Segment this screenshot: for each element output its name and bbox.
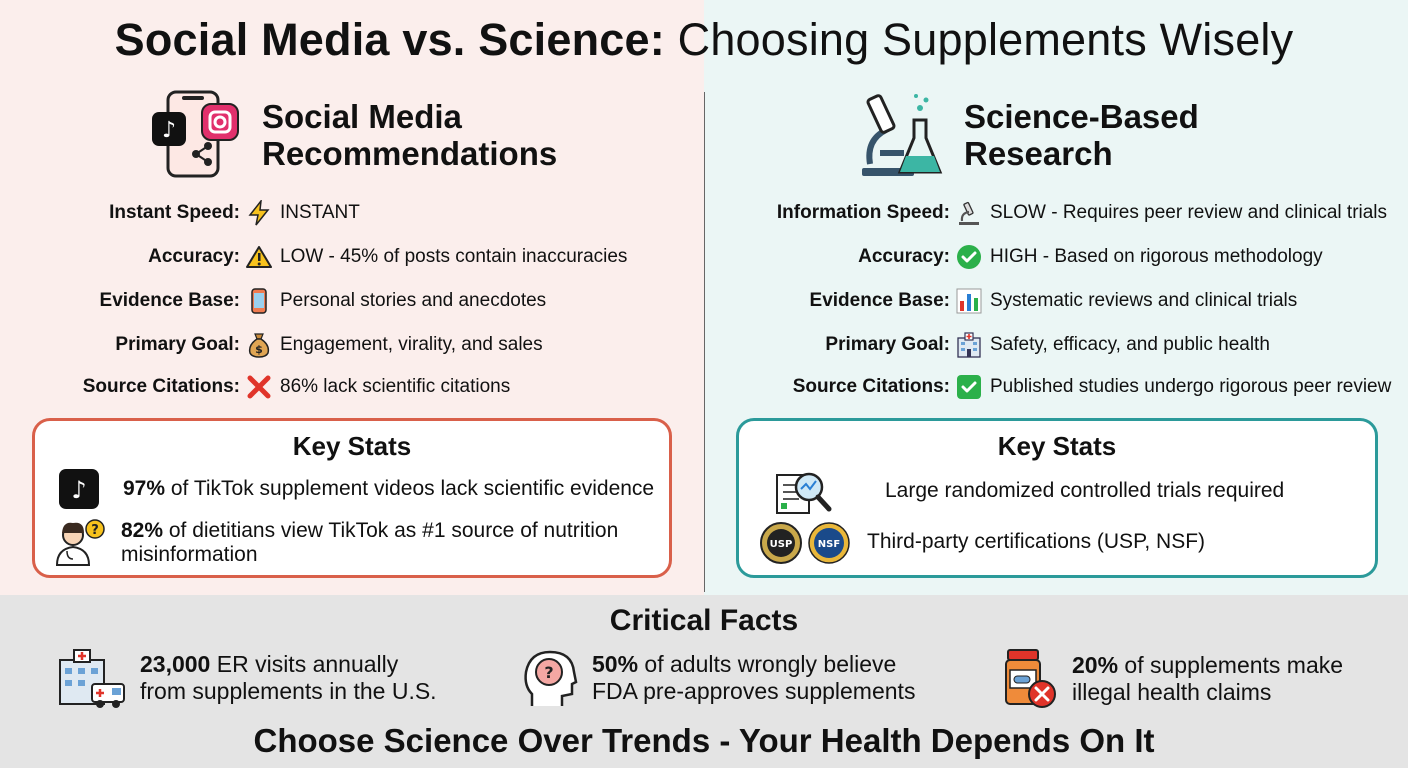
fact-fda-belief: ? 50% of adults wrongly believe FDA pre-a… [522,648,915,708]
left-row-evidence: Evidence Base: Personal stories and anec… [0,286,546,316]
right-row-goal: Primary Goal: Safety, efficacy, and publ… [700,330,1270,360]
fact-er-visits: 23,000 ER visits annually from supplement… [56,648,437,708]
center-divider [704,92,705,592]
red-x-icon [246,374,272,400]
document-magnifier-icon [776,472,832,514]
left-row-speed: Instant Speed: INSTANT [0,198,360,228]
right-row-evidence: Evidence Base: Systematic reviews and cl… [700,286,1297,316]
right-heading-text: Science-Based Research [964,98,1199,172]
microscope-icon [956,200,982,226]
money-bag-icon: $ [246,332,272,358]
left-stat-dietitians: ? 82% of dietitians view TikTok as #1 so… [53,519,653,567]
lightning-icon [246,200,272,226]
fact-illegal-claims: 20% of supplements make illegal health cl… [1002,648,1343,710]
critical-facts-title: Critical Facts [609,604,799,637]
warning-icon [246,244,272,270]
bottom-panel-background [0,595,1408,768]
footer-slogan: Choose Science Over Trends - Your Health… [253,722,1155,759]
left-row-goal: Primary Goal: $ Engagement, virality, an… [115,332,543,358]
left-key-stats-title: Key Stats [292,431,412,461]
right-key-stats-box: Key Stats Large randomized controlled tr… [736,418,1378,578]
microscope-flask-icon [862,94,943,176]
right-row-citations: Source Citations: Published studies unde… [700,372,1391,402]
usp-badge-text: USP [770,539,793,550]
left-stat-tiktok: ♪ 97% of TikTok supplement videos lack s… [59,469,659,509]
page-title: Social Media vs. Science: Choosing Suppl… [114,14,1294,65]
bar-chart-icon [956,288,982,314]
right-heading: Science-Based Research [856,90,1199,180]
pill-bottle-x-icon [1005,649,1056,708]
left-row-accuracy: Accuracy: LOW - 45% of posts contain ina… [0,242,627,272]
right-stat-rct: Large randomized controlled trials requi… [775,467,1284,515]
phone-icon [246,288,272,314]
left-heading: ♪ Social Media Recommendations [150,90,557,180]
left-key-stats-box: Key Stats ♪ 97% of TikTok supplement vid… [32,418,672,578]
right-stat-certifications: USP NSF Third-party certifications (USP,… [759,521,1205,565]
svg-text:♪: ♪ [71,476,86,504]
svg-text:♪: ♪ [162,118,176,143]
green-check-circle-icon [956,244,982,270]
right-row-accuracy: Accuracy: HIGH - Based on rigorous metho… [700,242,1323,272]
social-phone-icon: ♪ [152,90,239,178]
svg-text:$: $ [255,343,263,356]
right-key-stats-title: Key Stats [997,431,1117,461]
tiktok-icon: ♪ [59,469,99,509]
green-check-box-icon [956,374,982,400]
usp-nsf-badges-icon: USP NSF [760,522,850,564]
head-question-icon: ? [524,650,578,706]
left-row-citations: Source Citations: 86% lack scientific ci… [0,372,510,402]
hospital-icon [956,332,982,358]
hospital-ambulance-icon [59,649,125,708]
svg-text:?: ? [91,523,99,538]
svg-text:?: ? [544,663,553,682]
nsf-badge-text: NSF [818,539,840,550]
right-row-speed: Information Speed: SLOW - Requires peer … [700,198,1387,228]
dietitian-question-icon: ? [55,519,105,566]
left-heading-text: Social Media Recommendations [262,98,558,172]
